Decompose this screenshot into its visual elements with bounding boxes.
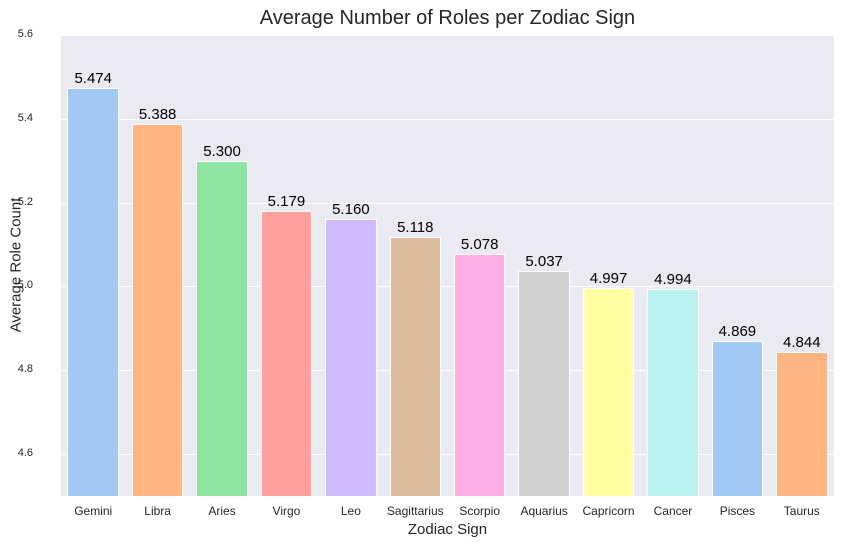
y-tick-label: 5.4 — [17, 111, 33, 124]
bar-value-label: 5.179 — [267, 193, 306, 211]
gridline — [61, 370, 834, 372]
bar-value-label: 4.994 — [654, 270, 692, 288]
bar-libra — [131, 123, 184, 496]
bar-value-label: 5.078 — [460, 235, 499, 253]
bar-value-label: 4.844 — [783, 333, 821, 351]
bar-value-label: 5.300 — [203, 142, 241, 160]
bar-value-label: 5.474 — [74, 69, 112, 87]
bar-gemini — [67, 87, 119, 496]
x-tick-label: Scorpio — [459, 504, 501, 518]
plot-area: 5.474 5.388 5.300 5.179 5.160 5.118 5.078 5.037… — [61, 35, 834, 496]
bar-leo — [325, 219, 377, 496]
bar-aquarius — [518, 270, 570, 496]
gridline — [61, 202, 834, 204]
x-tick-label: Cancer — [653, 504, 693, 518]
gridline — [61, 286, 834, 288]
bar-virgo — [260, 211, 313, 496]
bar-value-label: 5.160 — [332, 201, 370, 219]
bar-value-label: 5.037 — [525, 252, 563, 270]
x-tick-label: Gemini — [74, 504, 113, 518]
x-tick-label: Capricorn — [582, 504, 635, 518]
x-tick-label: Aries — [208, 504, 236, 518]
x-axis-label: Zodiac Sign — [407, 521, 488, 538]
y-tick-label: 5.6 — [17, 28, 33, 40]
gridline — [61, 35, 834, 36]
bar-value-label: 4.997 — [589, 269, 628, 287]
x-tick-label: Sagittarius — [386, 504, 444, 518]
x-tick-label: Virgo — [272, 504, 301, 518]
chart-title: Average Number of Roles per Zodiac Sign — [259, 7, 636, 29]
x-tick-label: Pisces — [719, 504, 756, 518]
x-tick-label: Leo — [340, 504, 361, 518]
bar-value-label: 4.869 — [718, 323, 757, 341]
bar-taurus — [776, 351, 828, 496]
y-tick-label: 5.0 — [17, 279, 33, 292]
x-tick-label: Libra — [144, 504, 171, 518]
y-tick-label: 4.6 — [17, 447, 33, 460]
bar-sagittarius — [389, 237, 442, 496]
bar-aries — [196, 160, 248, 496]
bar-value-label: 5.388 — [138, 105, 177, 123]
y-axis-label: Average Role Count — [7, 197, 25, 333]
bar-capricorn — [582, 287, 635, 496]
y-tick-label: 4.8 — [17, 363, 33, 376]
gridline — [61, 454, 834, 456]
bar-pisces — [711, 341, 764, 496]
x-tick-label: Aquarius — [520, 504, 568, 518]
y-tick-label: 5.2 — [17, 195, 33, 208]
bar-cancer — [647, 288, 699, 496]
bar-value-label: 5.118 — [397, 219, 434, 236]
bar-scorpio — [453, 253, 506, 496]
x-tick-label: Taurus — [783, 504, 820, 518]
gridline — [61, 118, 834, 120]
